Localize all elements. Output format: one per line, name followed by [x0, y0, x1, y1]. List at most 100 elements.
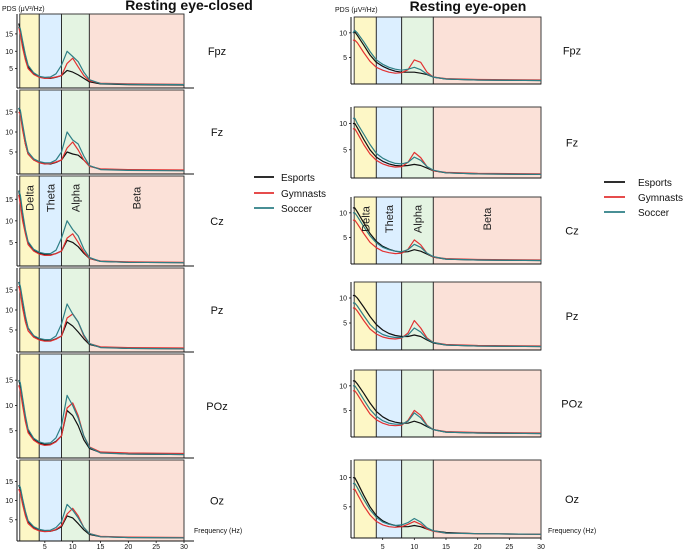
right-fpz-series-soccer: [352, 29, 542, 82]
left-poz-ytick-label: 5: [9, 428, 13, 435]
right-oz-ytick-label: 5: [343, 504, 347, 511]
left-poz-band-beta: [88, 353, 185, 459]
left-channel-label-poz: POz: [206, 401, 227, 413]
left-xtick-label: 30: [180, 544, 188, 551]
left-xtick-label: 25: [152, 544, 160, 551]
left-fz-band-beta: [88, 89, 185, 175]
right-column: 5 10 Fpz 5 10 Fz 5 10 Cz Delta Theta Alpha Beta 5 10 Pz…: [339, 16, 583, 551]
left-fpz-series-gymnasts: [18, 26, 185, 85]
right-channel-label-oz: Oz: [565, 494, 579, 506]
left-band-label-delta: Delta: [25, 184, 37, 211]
left-panel-cz: 5 10 15 Cz Delta Theta Alpha Beta: [5, 175, 224, 267]
right-fpz-band-beta: [432, 16, 542, 85]
right-fz-ytick-label: 5: [343, 147, 347, 154]
right-fz-ytick-label: 10: [339, 121, 347, 128]
left-xlabel: Frequency (Hz): [194, 528, 242, 535]
right-poz-series-soccer: [352, 385, 542, 435]
right-panel-pz: 5 10 Pz: [339, 281, 579, 351]
right-pz-ytick-label: 10: [339, 296, 347, 303]
right-poz-ytick-label: 10: [339, 383, 347, 390]
legend-right: Esports Gymnasts Soccer: [604, 178, 683, 219]
left-fpz-series-soccer: [18, 26, 185, 86]
right-poz-band-theta: [375, 369, 403, 438]
left-channel-label-oz: Oz: [210, 496, 224, 508]
left-panel-oz: 5 10 15 Oz 5 10 15 20 25 30: [5, 459, 224, 551]
right-poz-ytick-label: 5: [343, 408, 347, 415]
left-cz-band-beta: [88, 175, 185, 267]
left-panel-fpz: 5 10 15 Fpz: [5, 13, 226, 89]
left-pz-ytick-label: 5: [9, 328, 13, 335]
right-oz-ytick-label: 10: [339, 475, 347, 482]
right-panel-fpz: 5 10 Fpz: [339, 16, 581, 85]
right-band-label-alpha: Alpha: [413, 204, 425, 233]
legend-left-label-soccer: Soccer: [281, 204, 313, 215]
left-fpz-band-beta: [88, 13, 185, 89]
left-cz-ytick-label: 15: [5, 197, 13, 204]
left-oz-ytick-label: 10: [5, 498, 13, 505]
left-pz-ytick-label: 15: [5, 288, 13, 295]
right-title: Resting eye-open: [410, 0, 527, 14]
left-poz-ytick-label: 10: [5, 403, 13, 410]
left-xtick-label: 5: [43, 544, 47, 551]
legend-right-label-esports: Esports: [638, 178, 672, 189]
left-panel-fz: 5 10 15 Fz: [5, 89, 223, 175]
right-pz-band-beta: [432, 281, 542, 351]
right-channel-label-poz: POz: [561, 399, 582, 411]
left-fz-series-gymnasts: [18, 111, 185, 171]
right-fpz-band-theta: [375, 16, 403, 85]
left-panel-pz: 5 10 15 Pz: [5, 267, 223, 353]
right-panel-fz: 5 10 Fz: [339, 106, 578, 179]
left-fz-ytick-label: 5: [9, 150, 13, 157]
right-xtick-label: 25: [505, 544, 513, 551]
right-fpz-band-delta: [353, 16, 377, 85]
right-xlabel: Frequency (Hz): [548, 528, 596, 535]
right-poz-band-delta: [353, 369, 377, 438]
right-cz-ytick-label: 10: [339, 210, 347, 217]
right-channel-label-fpz: Fpz: [563, 46, 581, 58]
left-fz-ytick-label: 10: [5, 130, 13, 137]
left-column: 5 10 15 Fpz 5 10 15 Fz 5 10 15 Cz Delta Theta Alpha Bet…: [5, 13, 228, 551]
left-cz-series-soccer: [18, 190, 185, 264]
left-xtick-label: 10: [69, 544, 77, 551]
right-ylabel: PDS (μV²/Hz): [335, 7, 378, 14]
right-oz-band-beta: [432, 459, 542, 539]
left-cz-series-gymnasts: [18, 194, 185, 263]
left-oz-ytick-label: 15: [5, 479, 13, 486]
right-band-label-theta: Theta: [384, 204, 396, 233]
right-xtick-label: 10: [410, 544, 418, 551]
left-oz-series-soccer: [18, 484, 185, 539]
left-oz-ytick-label: 5: [9, 517, 13, 524]
legend-left-label-esports: Esports: [281, 173, 315, 184]
right-pz-ytick-label: 5: [343, 321, 347, 328]
right-cz-series-soccer: [352, 212, 542, 262]
left-fpz-ytick-label: 15: [5, 31, 13, 38]
left-cz-ytick-label: 5: [9, 240, 13, 247]
left-poz-ytick-label: 15: [5, 378, 13, 385]
right-fz-band-beta: [432, 106, 542, 179]
left-pz-series-soccer: [18, 281, 185, 350]
left-fpz-band-delta: [19, 13, 40, 89]
legend-left-label-gymnasts: Gymnasts: [281, 189, 326, 200]
left-fpz-ytick-label: 5: [9, 66, 13, 73]
right-xtick-label: 20: [474, 544, 482, 551]
left-panel-poz: 5 10 15 POz: [5, 353, 228, 459]
left-channel-label-fz: Fz: [211, 127, 223, 139]
left-poz-series-soccer: [18, 379, 185, 456]
right-fz-series-soccer: [352, 117, 542, 175]
left-ylabel: PDS (μV²/Hz): [2, 6, 45, 13]
left-band-label-alpha: Alpha: [70, 183, 82, 212]
left-fz-ytick-label: 15: [5, 110, 13, 117]
right-channel-label-pz: Pz: [566, 311, 579, 323]
left-band-label-theta: Theta: [45, 183, 57, 212]
right-fpz-ytick-label: 5: [343, 55, 347, 62]
left-oz-band-beta: [88, 459, 185, 542]
left-cz-ytick-label: 10: [5, 218, 13, 225]
right-pz-band-delta: [353, 281, 377, 351]
left-pz-ytick-label: 10: [5, 308, 13, 315]
legend-left: Esports Gymnasts Soccer: [254, 173, 326, 215]
left-xtick-label: 15: [97, 544, 105, 551]
left-fpz-ytick-label: 10: [5, 49, 13, 56]
right-channel-label-cz: Cz: [565, 226, 578, 238]
right-oz-series-soccer: [352, 482, 542, 535]
